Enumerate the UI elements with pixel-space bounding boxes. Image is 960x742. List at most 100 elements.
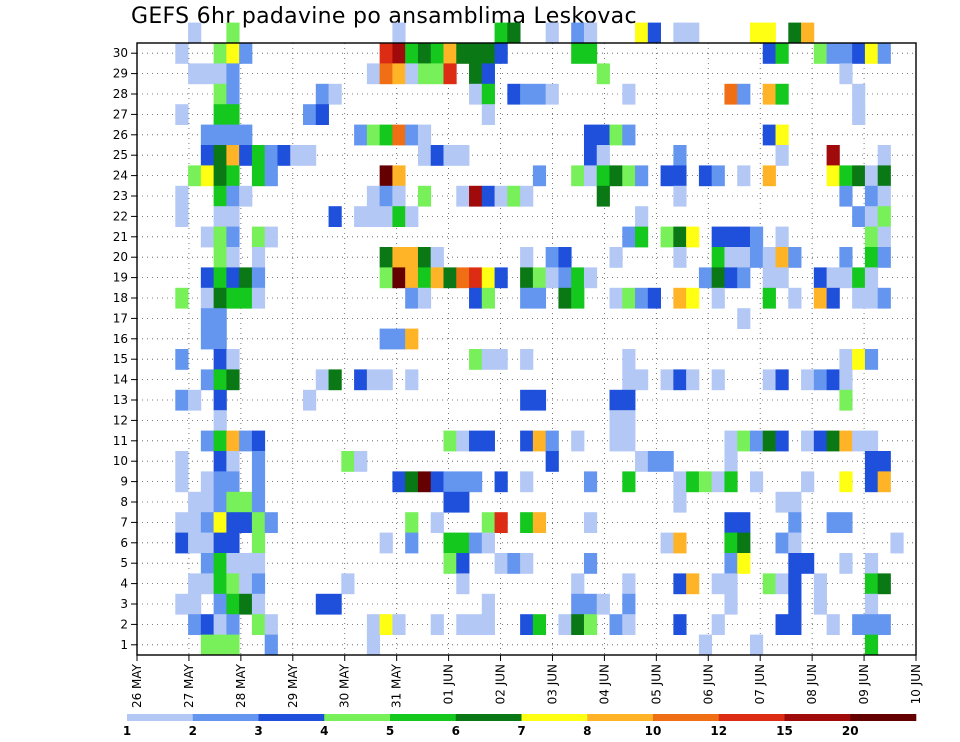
heatmap-cell [251,512,266,533]
heatmap-cell [251,573,266,595]
heatmap-cell [737,267,751,289]
heatmap-cell [622,573,636,595]
heatmap-cell [469,267,483,289]
heatmap-cell [673,573,687,595]
heatmap-cell [864,43,879,64]
heatmap-cell [430,614,444,635]
heatmap-cell [686,369,700,391]
heatmap-cell [213,430,227,452]
heatmap-cell [762,369,776,391]
heatmap-cell [456,43,470,64]
heatmap-cell [405,124,419,146]
heatmap-cell [826,145,840,166]
heatmap-cell [622,410,636,431]
colorbar-swatch [784,714,851,721]
heatmap-cell [392,124,406,146]
heatmap-cell [762,573,776,595]
heatmap-cell [622,471,636,493]
heatmap-cell [826,287,840,309]
heatmap-cell [481,430,495,452]
heatmap-cell [392,185,406,207]
heatmap-cell [264,165,278,187]
heatmap-cell [239,553,253,574]
heatmap-cell [864,451,879,472]
heatmap-cell [558,247,572,268]
heatmap-cell [877,226,891,248]
heatmap-cell [749,430,764,452]
heatmap-cell [826,430,840,452]
heatmap-cell [494,43,508,64]
heatmap-cell [175,389,189,411]
heatmap-cell [264,145,278,166]
heatmap-cell [749,22,764,44]
heatmap-cell [622,226,636,248]
heatmap-cell [481,349,495,370]
heatmap-cell [354,206,368,227]
heatmap-cell [200,634,215,656]
heatmap-cell [481,63,495,85]
heatmap-cell [583,512,598,533]
heatmap-cell [366,369,381,391]
y-tick-label: 15 [113,352,128,366]
y-tick-label: 27 [113,107,128,121]
heatmap-cell [864,247,879,268]
heatmap-cell [175,471,189,493]
heatmap-cell [481,185,495,207]
heatmap-cell [724,532,738,554]
heatmap-cell [673,287,687,309]
heatmap-cell [864,471,879,493]
heatmap-cell [175,206,189,227]
heatmap-cell [877,43,891,64]
heatmap-cell [520,185,534,207]
heatmap-cell [354,124,368,146]
heatmap-cell [200,308,215,329]
heatmap-cell [494,267,508,289]
heatmap-cell [877,573,891,595]
heatmap-cell [430,267,444,289]
heatmap-cell [226,634,240,656]
heatmap-cell [698,634,713,656]
heatmap-cell [839,471,853,493]
heatmap-cell [762,247,776,268]
heatmap-cell [277,145,291,166]
y-tick-label: 20 [113,250,128,264]
heatmap-cell [762,267,776,289]
heatmap-cell [213,287,227,309]
heatmap-cell [673,226,687,248]
heatmap-cell [405,267,419,289]
heatmap-cell [366,63,381,85]
heatmap-cell [571,22,585,44]
heatmap-cell [392,247,406,268]
x-tick-label: 31 MAY [390,663,404,708]
heatmap-cell [366,185,381,207]
heatmap-cell [430,247,444,268]
heatmap-cell [583,22,598,44]
heatmap-cell [200,287,215,309]
heatmap-cell [762,83,776,105]
heatmap-cell [200,614,215,635]
colorbar-swatch [850,714,917,721]
heatmap-cell [724,471,738,493]
heatmap-cell [762,287,776,309]
heatmap-cell [609,165,623,187]
heatmap-cell [801,430,815,452]
heatmap-cell [852,267,866,289]
heatmap-cell [520,430,534,452]
heatmap-cell [801,22,815,44]
heatmap-cell [622,430,636,452]
heatmap-cell [583,165,598,187]
heatmap-cell [609,410,623,431]
heatmap-cell [200,124,215,146]
heatmap-cell [635,165,649,187]
heatmap-cell [213,247,227,268]
heatmap-cell [251,614,266,635]
heatmap-cell [839,185,853,207]
colorbar-label: 7 [517,724,525,738]
heatmap-cell [213,185,227,207]
heatmap-cell [456,532,470,554]
heatmap-cell [405,471,419,493]
heatmap-cell [175,532,189,554]
heatmap-cell [852,43,866,64]
heatmap-cell [571,165,585,187]
colorbar-swatch [127,714,194,721]
